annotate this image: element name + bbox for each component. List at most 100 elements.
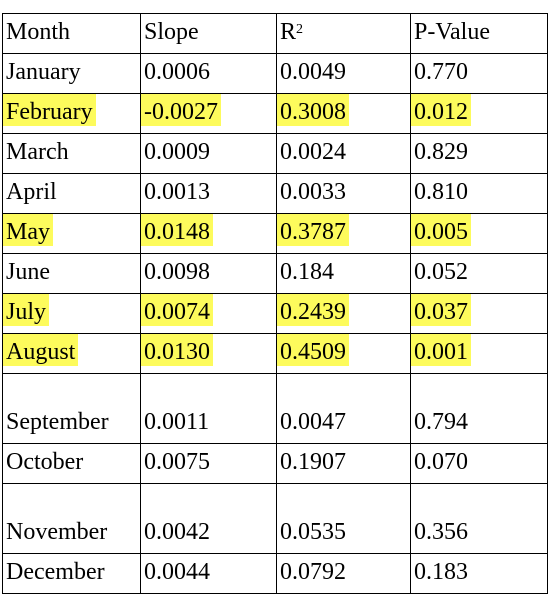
cell-value-pvalue: 0.829 <box>414 139 468 165</box>
table-cell-month: December <box>2 553 141 594</box>
table-cell-r2: 0.184 <box>276 253 411 294</box>
cell-value-r2: 0.1907 <box>280 449 346 475</box>
cell-value-r2: 0.0033 <box>280 179 346 205</box>
cell-value-month: June <box>6 259 50 285</box>
table-cell-slope: 0.0098 <box>140 253 277 294</box>
cell-value-pvalue: 0.794 <box>414 409 468 435</box>
table-cell-pvalue: 0.012 <box>410 93 548 134</box>
cell-value-r2: 0.2439 <box>277 294 349 326</box>
cell-value-month: April <box>6 179 57 205</box>
cell-value-month: August <box>3 334 79 366</box>
table-cell-r2: 0.1907 <box>276 443 411 484</box>
cell-value-month: September <box>6 409 109 435</box>
cell-value-r2: 0.0047 <box>280 409 346 435</box>
table-cell-month: January <box>2 53 141 94</box>
cell-value-slope: 0.0006 <box>144 59 210 85</box>
table-cell-month: April <box>2 173 141 214</box>
table-cell-slope: 0.0130 <box>140 333 277 374</box>
table-cell-pvalue: 0.356 <box>410 483 548 554</box>
table-cell-month: October <box>2 443 141 484</box>
cell-value-slope: 0.0013 <box>144 179 210 205</box>
table-cell-r2: 0.0792 <box>276 553 411 594</box>
cell-value-slope: 0.0098 <box>144 259 210 285</box>
table-cell-month: November <box>2 483 141 554</box>
table-row: May 0.0148 0.3787 0.005 <box>2 213 548 254</box>
table-cell-month: February <box>2 93 141 134</box>
cell-value-pvalue: 0.356 <box>414 519 468 545</box>
cell-value-pvalue: 0.770 <box>414 59 468 85</box>
cell-value-month: February <box>3 94 96 126</box>
cell-value-r2: 0.3787 <box>277 214 349 246</box>
table-cell-pvalue: 0.183 <box>410 553 548 594</box>
table-cell-r2: 0.0049 <box>276 53 411 94</box>
cell-value-pvalue: 0.005 <box>411 214 471 246</box>
table-cell-slope: 0.0075 <box>140 443 277 484</box>
table-cell-month: June <box>2 253 141 294</box>
table-cell-slope: 0.0006 <box>140 53 277 94</box>
header-r2-superscript: 2 <box>296 22 304 37</box>
table-cell-pvalue: 0.052 <box>410 253 548 294</box>
cell-value-pvalue: 0.810 <box>414 179 468 205</box>
header-month-label: Month <box>6 19 71 45</box>
cell-value-slope: 0.0042 <box>144 519 210 545</box>
cell-value-slope: 0.0011 <box>144 409 210 435</box>
table-row: March 0.0009 0.0024 0.829 <box>2 133 548 174</box>
table-cell-r2: 0.0047 <box>276 373 411 444</box>
table-cell-slope: 0.0009 <box>140 133 277 174</box>
table-row: February -0.0027 0.3008 0.012 <box>2 93 548 134</box>
table-cell-r2: 0.2439 <box>276 293 411 334</box>
cell-value-r2: 0.184 <box>280 259 334 285</box>
table-cell-slope: 0.0042 <box>140 483 277 554</box>
table-row: January 0.0006 0.0049 0.770 <box>2 53 548 94</box>
cell-value-pvalue: 0.052 <box>414 259 468 285</box>
cell-value-pvalue: 0.037 <box>411 294 471 326</box>
header-r2-label: R2 <box>278 15 307 47</box>
table-cell-r2: 0.0535 <box>276 483 411 554</box>
cell-value-month: May <box>3 214 53 246</box>
cell-value-slope: 0.0074 <box>141 294 213 326</box>
cell-value-r2: 0.0024 <box>280 139 346 165</box>
cell-value-month: December <box>6 559 105 585</box>
cell-value-slope: 0.0044 <box>144 559 210 585</box>
header-r2-base: R <box>280 19 297 45</box>
table-cell-slope: 0.0044 <box>140 553 277 594</box>
cell-value-r2: 0.4509 <box>277 334 349 366</box>
table-cell-slope: -0.0027 <box>140 93 277 134</box>
cell-value-month: March <box>6 139 69 165</box>
table-row: December 0.0044 0.0792 0.183 <box>2 553 548 594</box>
table-cell-r2: 0.0024 <box>276 133 411 174</box>
cell-value-slope: -0.0027 <box>141 94 221 126</box>
cell-value-month: November <box>6 519 108 545</box>
table-cell-month: March <box>2 133 141 174</box>
cell-value-r2: 0.0049 <box>280 59 346 85</box>
table-cell-pvalue: 0.005 <box>410 213 548 254</box>
cell-value-r2: 0.0535 <box>280 519 346 545</box>
table-cell-month: July <box>2 293 141 334</box>
header-slope-label: Slope <box>144 19 199 45</box>
table-cell-pvalue: 0.070 <box>410 443 548 484</box>
table-cell-pvalue: 0.001 <box>410 333 548 374</box>
cell-value-slope: 0.0075 <box>144 449 210 475</box>
table-header-row: Month Slope R2 P-Value <box>2 13 548 54</box>
table-cell-r2: 0.4509 <box>276 333 411 374</box>
table-cell-month: May <box>2 213 141 254</box>
table-cell-slope: 0.0148 <box>140 213 277 254</box>
header-cell-pvalue: P-Value <box>410 13 548 54</box>
header-cell-slope: Slope <box>140 13 277 54</box>
table-row: July 0.0074 0.2439 0.037 <box>2 293 548 334</box>
table-row: April 0.0013 0.0033 0.810 <box>2 173 548 214</box>
table-row: August 0.0130 0.4509 0.001 <box>2 333 548 374</box>
cell-value-slope: 0.0148 <box>141 214 213 246</box>
table-cell-slope: 0.0013 <box>140 173 277 214</box>
cell-value-slope: 0.0130 <box>141 334 213 366</box>
table-cell-r2: 0.3008 <box>276 93 411 134</box>
cell-value-r2: 0.0792 <box>280 559 346 585</box>
table-cell-pvalue: 0.810 <box>410 173 548 214</box>
table-cell-r2: 0.3787 <box>276 213 411 254</box>
cell-value-month: January <box>6 59 81 85</box>
table-row: October 0.0075 0.1907 0.070 <box>2 443 548 484</box>
table-row: September 0.0011 0.0047 0.794 <box>2 373 548 444</box>
table-cell-slope: 0.0074 <box>140 293 277 334</box>
table-cell-pvalue: 0.037 <box>410 293 548 334</box>
table-cell-r2: 0.0033 <box>276 173 411 214</box>
